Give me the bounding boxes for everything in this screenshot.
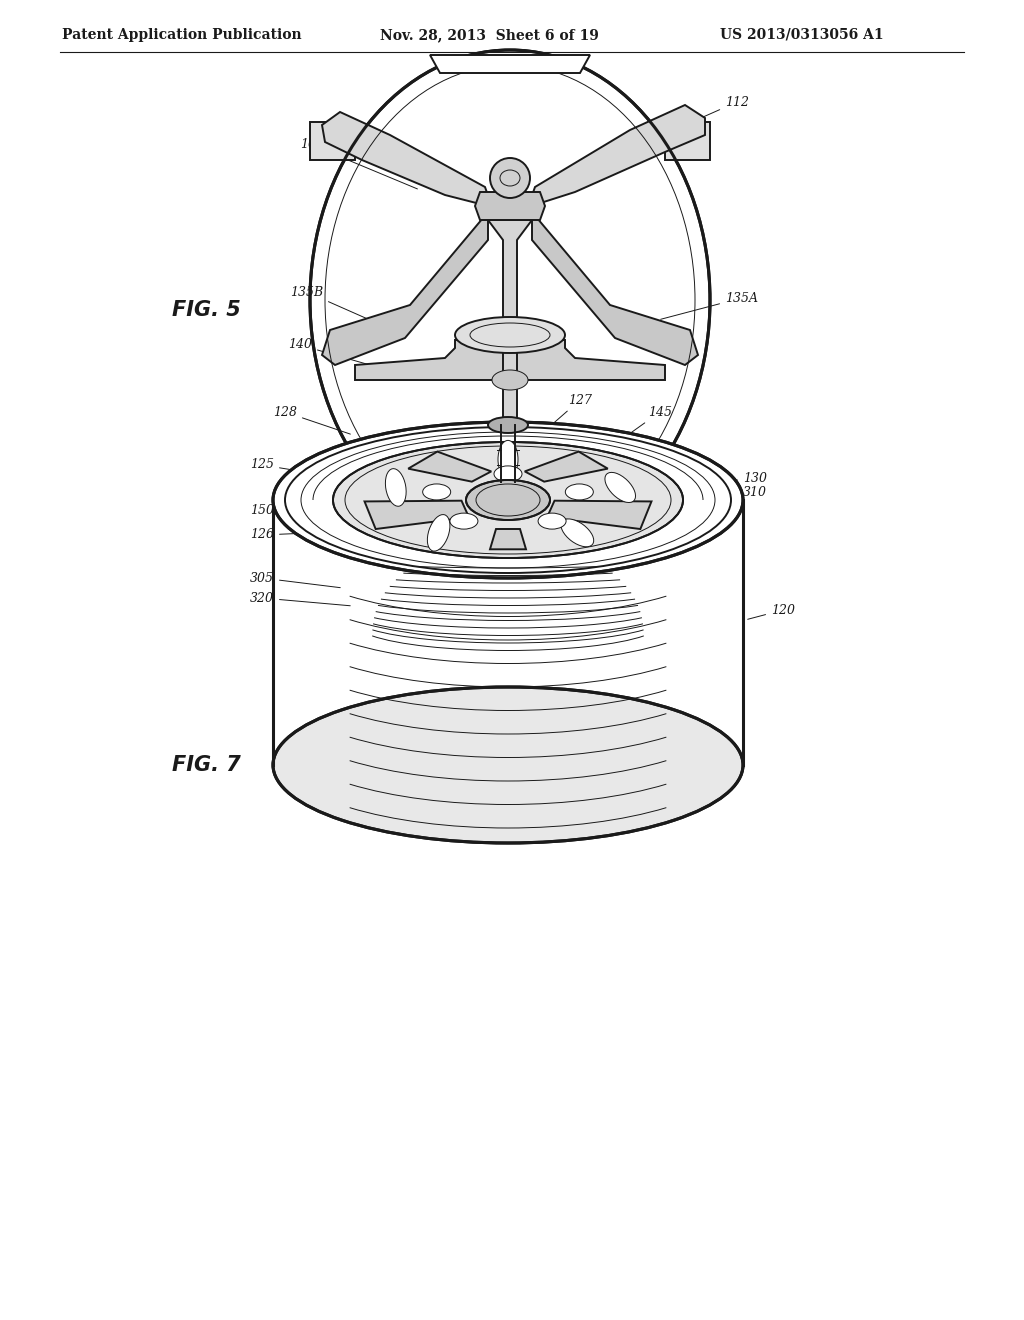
Text: 140: 140 [288,338,368,364]
Text: 125: 125 [250,458,340,478]
Text: Nov. 28, 2013  Sheet 6 of 19: Nov. 28, 2013 Sheet 6 of 19 [380,28,599,42]
Polygon shape [475,191,545,220]
Text: 320: 320 [250,591,350,606]
Ellipse shape [488,417,528,433]
Text: 127: 127 [550,393,592,426]
Ellipse shape [333,442,683,558]
Polygon shape [490,529,526,549]
Ellipse shape [450,513,478,529]
Ellipse shape [385,469,407,507]
Ellipse shape [490,158,530,198]
Text: 128: 128 [273,405,350,434]
Ellipse shape [605,473,636,503]
Ellipse shape [455,317,565,352]
Polygon shape [355,341,665,380]
Text: 130: 130 [671,471,767,487]
Ellipse shape [492,370,528,389]
Polygon shape [310,121,355,160]
Text: 145: 145 [621,405,672,441]
Polygon shape [524,451,608,482]
Ellipse shape [494,466,522,482]
Text: 105: 105 [300,139,418,189]
Text: FIG. 7: FIG. 7 [172,755,241,775]
Text: 310: 310 [658,486,767,504]
Ellipse shape [310,50,710,550]
Ellipse shape [561,519,594,546]
Text: 150: 150 [250,503,368,516]
Polygon shape [273,500,743,766]
Ellipse shape [466,480,550,520]
Text: 126: 126 [250,528,377,541]
Polygon shape [409,451,492,482]
Polygon shape [322,213,488,366]
Polygon shape [365,500,469,529]
Polygon shape [547,500,651,529]
Ellipse shape [498,441,518,478]
Polygon shape [528,106,705,207]
Text: Patent Application Publication: Patent Application Publication [62,28,302,42]
Ellipse shape [273,422,743,578]
Text: 120: 120 [748,603,795,619]
Text: 135B: 135B [290,285,368,319]
Text: 102: 102 [603,478,729,499]
Ellipse shape [375,433,645,498]
Ellipse shape [423,484,451,500]
Ellipse shape [427,515,450,552]
Text: FIG. 5: FIG. 5 [172,300,241,319]
Text: 305: 305 [250,572,340,587]
Ellipse shape [538,513,566,529]
Ellipse shape [273,686,743,843]
Ellipse shape [565,484,593,500]
Polygon shape [665,121,710,160]
Polygon shape [488,220,532,470]
Text: US 2013/0313056 A1: US 2013/0313056 A1 [720,28,884,42]
Text: 135A: 135A [660,292,758,319]
Polygon shape [322,112,492,207]
Polygon shape [430,55,590,73]
Polygon shape [532,213,698,366]
Text: 112: 112 [687,95,749,124]
